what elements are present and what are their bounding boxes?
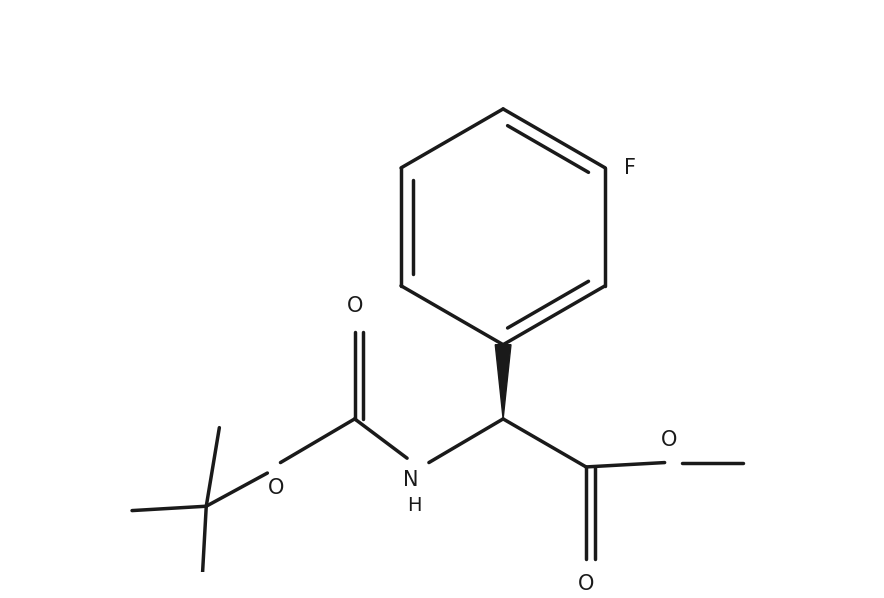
Text: F: F [624, 158, 636, 178]
Text: O: O [661, 431, 677, 450]
Text: N: N [403, 469, 418, 490]
Polygon shape [495, 344, 511, 419]
Text: H: H [408, 496, 422, 515]
Text: O: O [268, 478, 285, 498]
Text: O: O [578, 574, 594, 594]
Text: O: O [347, 296, 362, 316]
